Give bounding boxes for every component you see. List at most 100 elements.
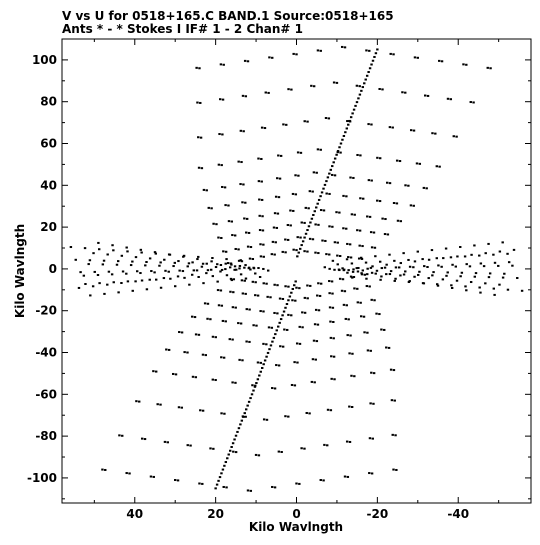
- uv-point: [332, 161, 335, 164]
- uv-point: [101, 468, 104, 471]
- uv-point: [226, 262, 230, 265]
- uv-point: [344, 131, 347, 134]
- uv-point: [353, 213, 356, 216]
- uv-point: [368, 285, 371, 288]
- uv-point: [121, 270, 125, 273]
- uv-point: [440, 265, 443, 268]
- uv-point: [186, 265, 189, 268]
- uv-point: [342, 194, 345, 197]
- uv-point: [356, 153, 359, 156]
- uv-point: [356, 270, 360, 273]
- uv-point: [332, 81, 336, 84]
- uv-point: [83, 247, 87, 250]
- uv-point: [254, 453, 258, 456]
- uv-point: [371, 59, 375, 62]
- uv-point: [274, 195, 278, 198]
- uv-point: [333, 268, 336, 271]
- uv-point: [367, 123, 370, 126]
- uv-point: [366, 331, 369, 334]
- uv-point: [265, 343, 268, 346]
- uv-point: [368, 67, 372, 70]
- uv-point: [191, 375, 195, 378]
- uv-point: [472, 101, 475, 104]
- plot-frame: [61, 38, 532, 504]
- uv-point: [407, 281, 411, 284]
- uv-point: [298, 287, 301, 290]
- uv-point: [325, 192, 328, 195]
- uv-point: [128, 472, 131, 475]
- uv-point: [262, 363, 265, 366]
- uv-point: [378, 157, 382, 160]
- uv-point: [408, 265, 412, 268]
- uv-point: [339, 142, 343, 145]
- uv-point: [269, 296, 272, 299]
- uv-point: [230, 220, 234, 223]
- uv-point: [261, 366, 264, 369]
- uv-point: [340, 45, 344, 48]
- uv-point: [221, 133, 224, 136]
- uv-point: [323, 183, 327, 186]
- uv-point: [363, 273, 367, 276]
- uv-point: [474, 272, 478, 275]
- uv-point: [368, 215, 372, 218]
- uv-point: [243, 412, 246, 415]
- uv-point: [217, 479, 220, 482]
- x-tick-label: -40: [447, 507, 469, 521]
- uv-point: [183, 276, 186, 279]
- uv-point: [352, 275, 356, 278]
- uv-point: [416, 56, 419, 59]
- uv-point: [331, 292, 334, 295]
- uv-point: [333, 241, 337, 244]
- uv-point: [342, 134, 346, 137]
- uv-point: [387, 346, 391, 349]
- uv-point: [330, 377, 333, 380]
- uv-point: [498, 250, 502, 253]
- uv-point: [468, 265, 472, 268]
- uv-point: [259, 370, 262, 373]
- uv-point: [274, 333, 277, 336]
- uv-point: [273, 387, 277, 390]
- uv-point: [233, 438, 236, 441]
- uv-point: [174, 373, 178, 376]
- uv-point: [257, 180, 261, 183]
- uv-point: [178, 269, 181, 272]
- uv-point: [240, 161, 243, 164]
- uv-point: [220, 304, 224, 307]
- uv-point: [416, 273, 420, 276]
- uv-point: [216, 289, 220, 292]
- uv-point: [248, 340, 251, 343]
- uv-point: [380, 275, 383, 278]
- uv-point: [286, 224, 290, 227]
- uv-point: [386, 181, 389, 184]
- uv-point: [409, 129, 413, 132]
- uv-point: [237, 259, 241, 262]
- uv-point: [287, 88, 290, 91]
- uv-point: [389, 270, 393, 273]
- uv-point: [312, 339, 316, 342]
- uv-point: [244, 292, 247, 295]
- uv-point: [242, 415, 245, 418]
- uv-point: [308, 190, 312, 193]
- uv-point: [303, 296, 307, 299]
- uv-point: [181, 270, 185, 273]
- uv-point: [378, 200, 382, 203]
- uv-point: [278, 321, 281, 324]
- uv-point: [221, 185, 224, 188]
- uv-point: [256, 294, 260, 297]
- uv-point: [393, 399, 396, 402]
- uv-point: [186, 351, 189, 354]
- uv-point: [361, 269, 365, 272]
- uv-point: [155, 370, 158, 373]
- uv-point: [313, 381, 316, 384]
- uv-point: [379, 278, 382, 281]
- uv-point: [299, 236, 302, 239]
- uv-point: [335, 81, 339, 84]
- uv-point: [363, 331, 366, 334]
- uv-point: [319, 282, 323, 285]
- uv-point: [281, 314, 284, 317]
- uv-point: [407, 184, 410, 187]
- uv-point: [345, 227, 348, 230]
- uv-point: [335, 211, 338, 214]
- uv-point: [356, 287, 359, 290]
- uv-point: [463, 255, 467, 258]
